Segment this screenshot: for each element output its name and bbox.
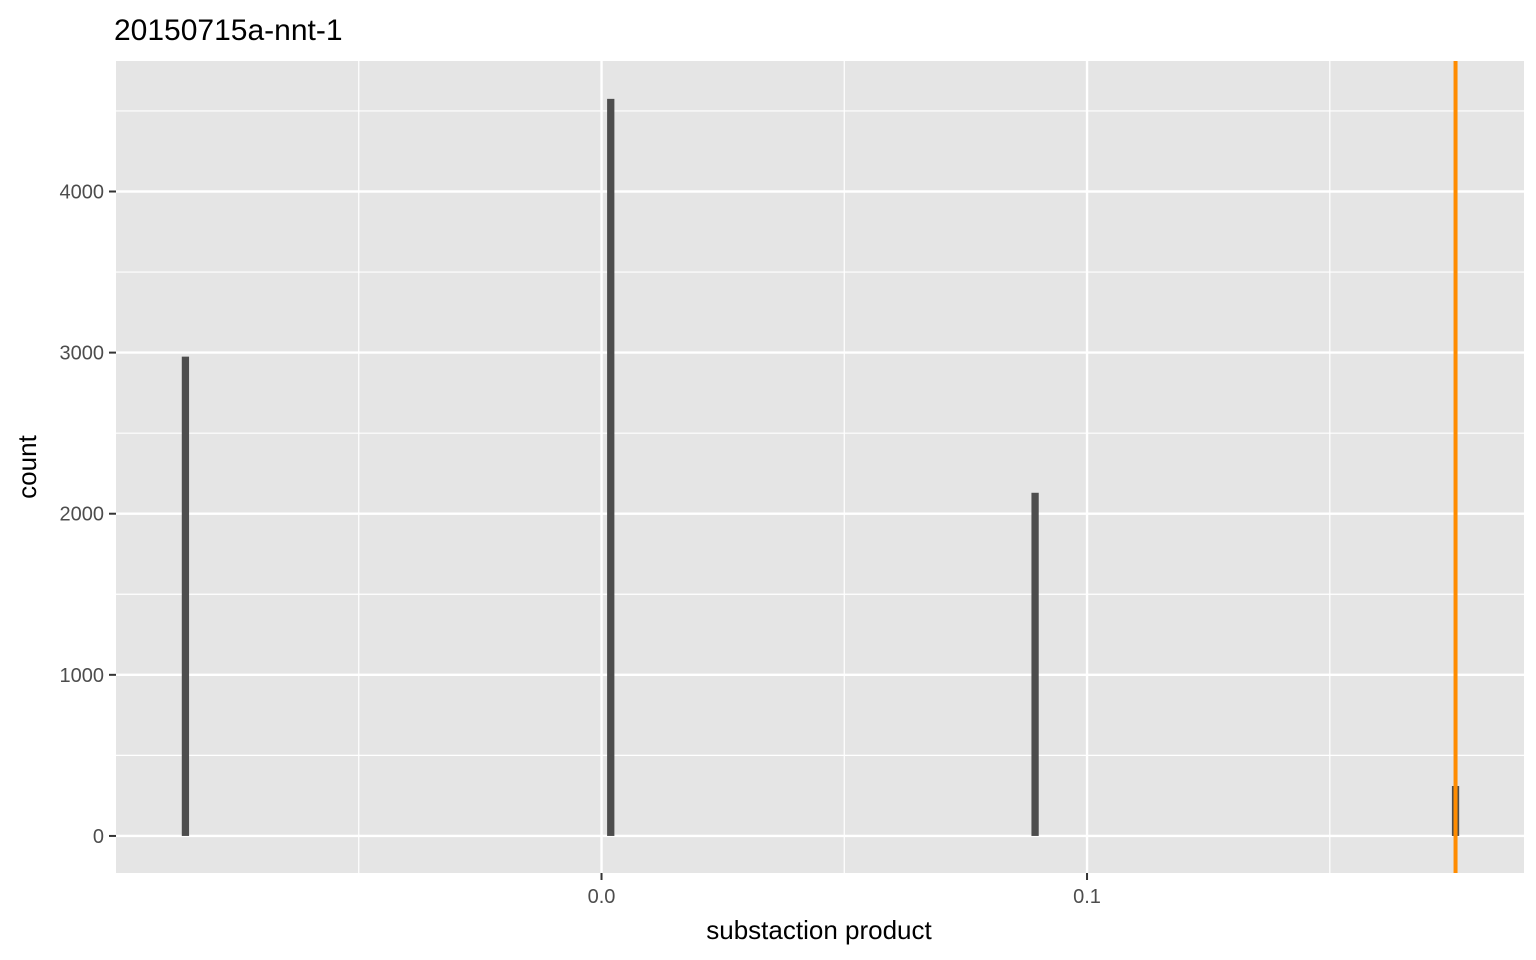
y-tick-label: 3000	[60, 343, 105, 365]
y-axis-label: count	[12, 434, 42, 498]
y-tick-label: 2000	[60, 504, 105, 526]
histogram-bar	[607, 98, 615, 836]
histogram-bar	[1031, 492, 1039, 836]
x-axis-label: substaction product	[706, 915, 932, 945]
plot-panel	[116, 61, 1524, 873]
y-axis: 0 1000 2000 3000 4000	[60, 182, 116, 848]
y-tick-label: 1000	[60, 665, 105, 687]
chart-title: 20150715a-nnt-1	[114, 14, 343, 47]
y-tick-label: 0	[93, 826, 104, 848]
x-axis: 0.0 0.1	[588, 873, 1101, 908]
x-tick-label: 0.0	[588, 886, 616, 908]
y-tick-label: 4000	[60, 182, 105, 204]
minor-gridlines	[116, 61, 1524, 873]
histogram-bar	[181, 356, 190, 836]
x-tick-label: 0.1	[1073, 886, 1101, 908]
major-gridlines	[116, 61, 1524, 873]
